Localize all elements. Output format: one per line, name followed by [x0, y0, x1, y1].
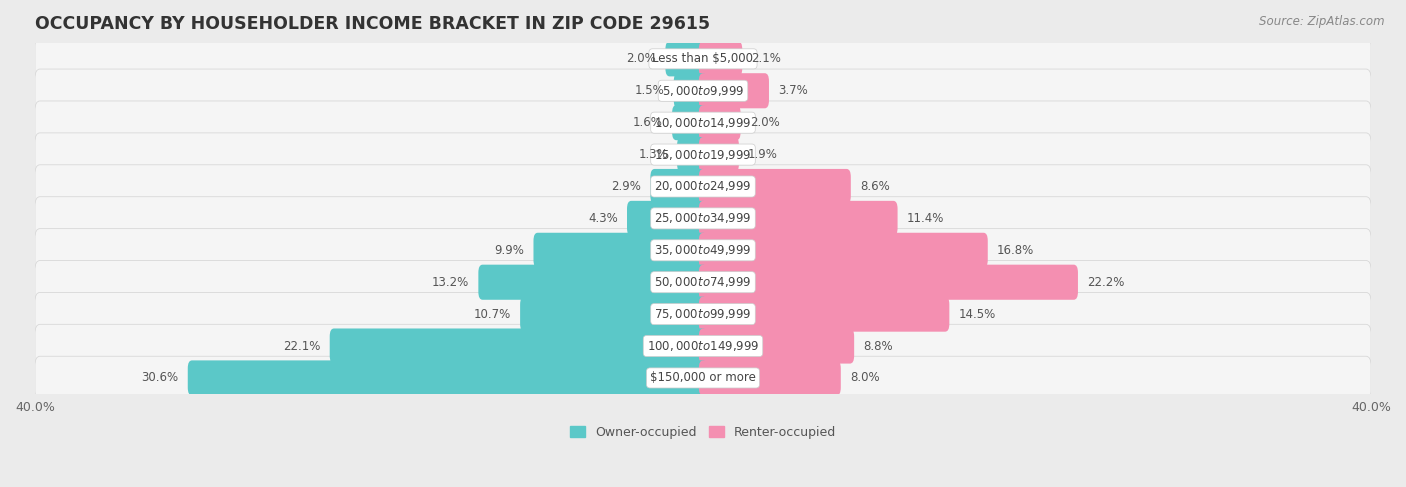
FancyBboxPatch shape [35, 228, 1371, 272]
FancyBboxPatch shape [699, 297, 949, 332]
FancyBboxPatch shape [35, 69, 1371, 112]
Text: $50,000 to $74,999: $50,000 to $74,999 [654, 275, 752, 289]
FancyBboxPatch shape [627, 201, 707, 236]
FancyBboxPatch shape [699, 233, 988, 268]
Text: $35,000 to $49,999: $35,000 to $49,999 [654, 244, 752, 257]
FancyBboxPatch shape [699, 41, 742, 76]
Text: 16.8%: 16.8% [997, 244, 1035, 257]
Text: 10.7%: 10.7% [474, 308, 510, 320]
FancyBboxPatch shape [35, 261, 1371, 304]
FancyBboxPatch shape [35, 197, 1371, 240]
FancyBboxPatch shape [699, 105, 741, 140]
FancyBboxPatch shape [699, 360, 841, 395]
Text: 8.6%: 8.6% [860, 180, 890, 193]
FancyBboxPatch shape [699, 169, 851, 204]
FancyBboxPatch shape [35, 165, 1371, 208]
Text: 8.0%: 8.0% [851, 372, 880, 384]
Legend: Owner-occupied, Renter-occupied: Owner-occupied, Renter-occupied [565, 421, 841, 444]
FancyBboxPatch shape [651, 169, 707, 204]
Text: $25,000 to $34,999: $25,000 to $34,999 [654, 211, 752, 225]
Text: 30.6%: 30.6% [142, 372, 179, 384]
Text: 2.0%: 2.0% [627, 52, 657, 65]
FancyBboxPatch shape [520, 297, 707, 332]
FancyBboxPatch shape [673, 73, 707, 108]
Text: $75,000 to $99,999: $75,000 to $99,999 [654, 307, 752, 321]
Text: $100,000 to $149,999: $100,000 to $149,999 [647, 339, 759, 353]
Text: 2.0%: 2.0% [749, 116, 779, 129]
Text: $150,000 or more: $150,000 or more [650, 372, 756, 384]
Text: 13.2%: 13.2% [432, 276, 470, 289]
FancyBboxPatch shape [35, 37, 1371, 80]
FancyBboxPatch shape [665, 41, 707, 76]
FancyBboxPatch shape [188, 360, 707, 395]
Text: 1.3%: 1.3% [638, 148, 668, 161]
Text: 14.5%: 14.5% [959, 308, 995, 320]
Text: Less than $5,000: Less than $5,000 [652, 52, 754, 65]
Text: 8.8%: 8.8% [863, 339, 893, 353]
FancyBboxPatch shape [699, 73, 769, 108]
Text: OCCUPANCY BY HOUSEHOLDER INCOME BRACKET IN ZIP CODE 29615: OCCUPANCY BY HOUSEHOLDER INCOME BRACKET … [35, 15, 710, 33]
FancyBboxPatch shape [699, 264, 1078, 300]
FancyBboxPatch shape [35, 101, 1371, 144]
FancyBboxPatch shape [699, 201, 897, 236]
FancyBboxPatch shape [35, 292, 1371, 336]
FancyBboxPatch shape [699, 137, 740, 172]
Text: 22.1%: 22.1% [283, 339, 321, 353]
Text: 11.4%: 11.4% [907, 212, 945, 225]
Text: $5,000 to $9,999: $5,000 to $9,999 [662, 84, 744, 98]
FancyBboxPatch shape [35, 356, 1371, 400]
FancyBboxPatch shape [699, 329, 855, 364]
Text: 4.3%: 4.3% [588, 212, 617, 225]
FancyBboxPatch shape [678, 137, 707, 172]
Text: 3.7%: 3.7% [778, 84, 808, 97]
FancyBboxPatch shape [35, 324, 1371, 368]
FancyBboxPatch shape [330, 329, 707, 364]
Text: Source: ZipAtlas.com: Source: ZipAtlas.com [1260, 15, 1385, 28]
Text: 1.9%: 1.9% [748, 148, 778, 161]
Text: 1.5%: 1.5% [636, 84, 665, 97]
Text: 2.1%: 2.1% [751, 52, 782, 65]
Text: 2.9%: 2.9% [612, 180, 641, 193]
Text: $20,000 to $24,999: $20,000 to $24,999 [654, 180, 752, 193]
Text: 22.2%: 22.2% [1087, 276, 1125, 289]
FancyBboxPatch shape [533, 233, 707, 268]
FancyBboxPatch shape [478, 264, 707, 300]
Text: 9.9%: 9.9% [495, 244, 524, 257]
Text: $15,000 to $19,999: $15,000 to $19,999 [654, 148, 752, 162]
Text: 1.6%: 1.6% [633, 116, 662, 129]
Text: $10,000 to $14,999: $10,000 to $14,999 [654, 116, 752, 130]
FancyBboxPatch shape [35, 133, 1371, 176]
FancyBboxPatch shape [672, 105, 707, 140]
